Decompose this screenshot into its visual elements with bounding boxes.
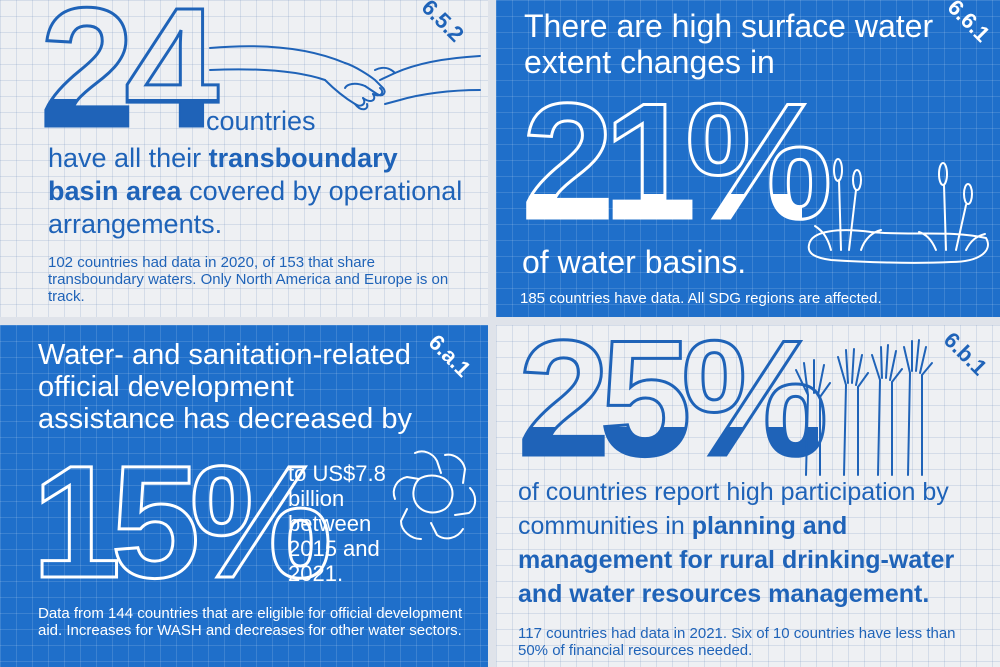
statement: have all their transboundary basin area … — [48, 142, 468, 241]
statement-bold: planning and management for rural drinki… — [518, 512, 955, 608]
handshake-icon — [209, 45, 481, 111]
svg-text:21%: 21% — [522, 69, 829, 253]
data-note: Data from 144 countries that are eligibl… — [38, 605, 463, 639]
unit-word: countries — [206, 106, 316, 136]
big-number-24: 24 24 — [39, 0, 231, 165]
statement-bold: transboundary basin area — [48, 143, 398, 206]
svg-text:15%: 15% — [32, 432, 329, 611]
heading: There are high surface water extent chan… — [524, 8, 934, 80]
amount-text: to US$7.8 billion between 2015 and 2021. — [288, 461, 386, 586]
heading: Water- and sanitation-related official d… — [38, 339, 412, 435]
statement-line-3: covered by operational arrangements. — [48, 176, 463, 239]
statement-line-1: of countries report high participation b… — [518, 478, 949, 540]
svg-text:24: 24 — [40, 0, 219, 163]
svg-text:24: 24 — [40, 0, 219, 163]
indicator-tag-6-b-1: 6.b.1 — [938, 327, 992, 381]
suffix: of water basins. — [522, 244, 747, 280]
data-note: 117 countries had data in 2021. Six of 1… — [518, 625, 956, 659]
panel-development-assistance: 6.a.1 Water- and sanitation-related offi… — [0, 325, 488, 667]
joined-hands-icon — [392, 450, 477, 540]
panel-surface-water: 6.6.1 There are high surface water exten… — [496, 0, 1000, 317]
big-number-25-percent: 25% 25% — [517, 325, 837, 492]
raised-hands-icon — [795, 339, 933, 476]
svg-text:25%: 25% — [518, 325, 825, 490]
data-note: 102 countries had data in 2020, of 153 t… — [48, 254, 449, 305]
big-number-15-percent: 15% — [31, 431, 341, 613]
indicator-tag-6-6-1: 6.6.1 — [942, 0, 995, 47]
big-number-21-percent: 21% 21% — [521, 68, 841, 255]
statement-line-1: have all their — [48, 143, 202, 173]
reeds-icon — [807, 158, 989, 264]
panel-transboundary: 6.5.2 24 24 countries have all their tra… — [0, 0, 488, 317]
statement: of countries report high participation b… — [518, 475, 988, 611]
panel-community-participation: 6.b.1 25% 25% of countries report high p… — [496, 325, 1000, 667]
data-note: 185 countries have data. All SDG regions… — [520, 290, 882, 307]
svg-text:25%: 25% — [518, 325, 825, 490]
svg-text:21%: 21% — [522, 69, 829, 253]
